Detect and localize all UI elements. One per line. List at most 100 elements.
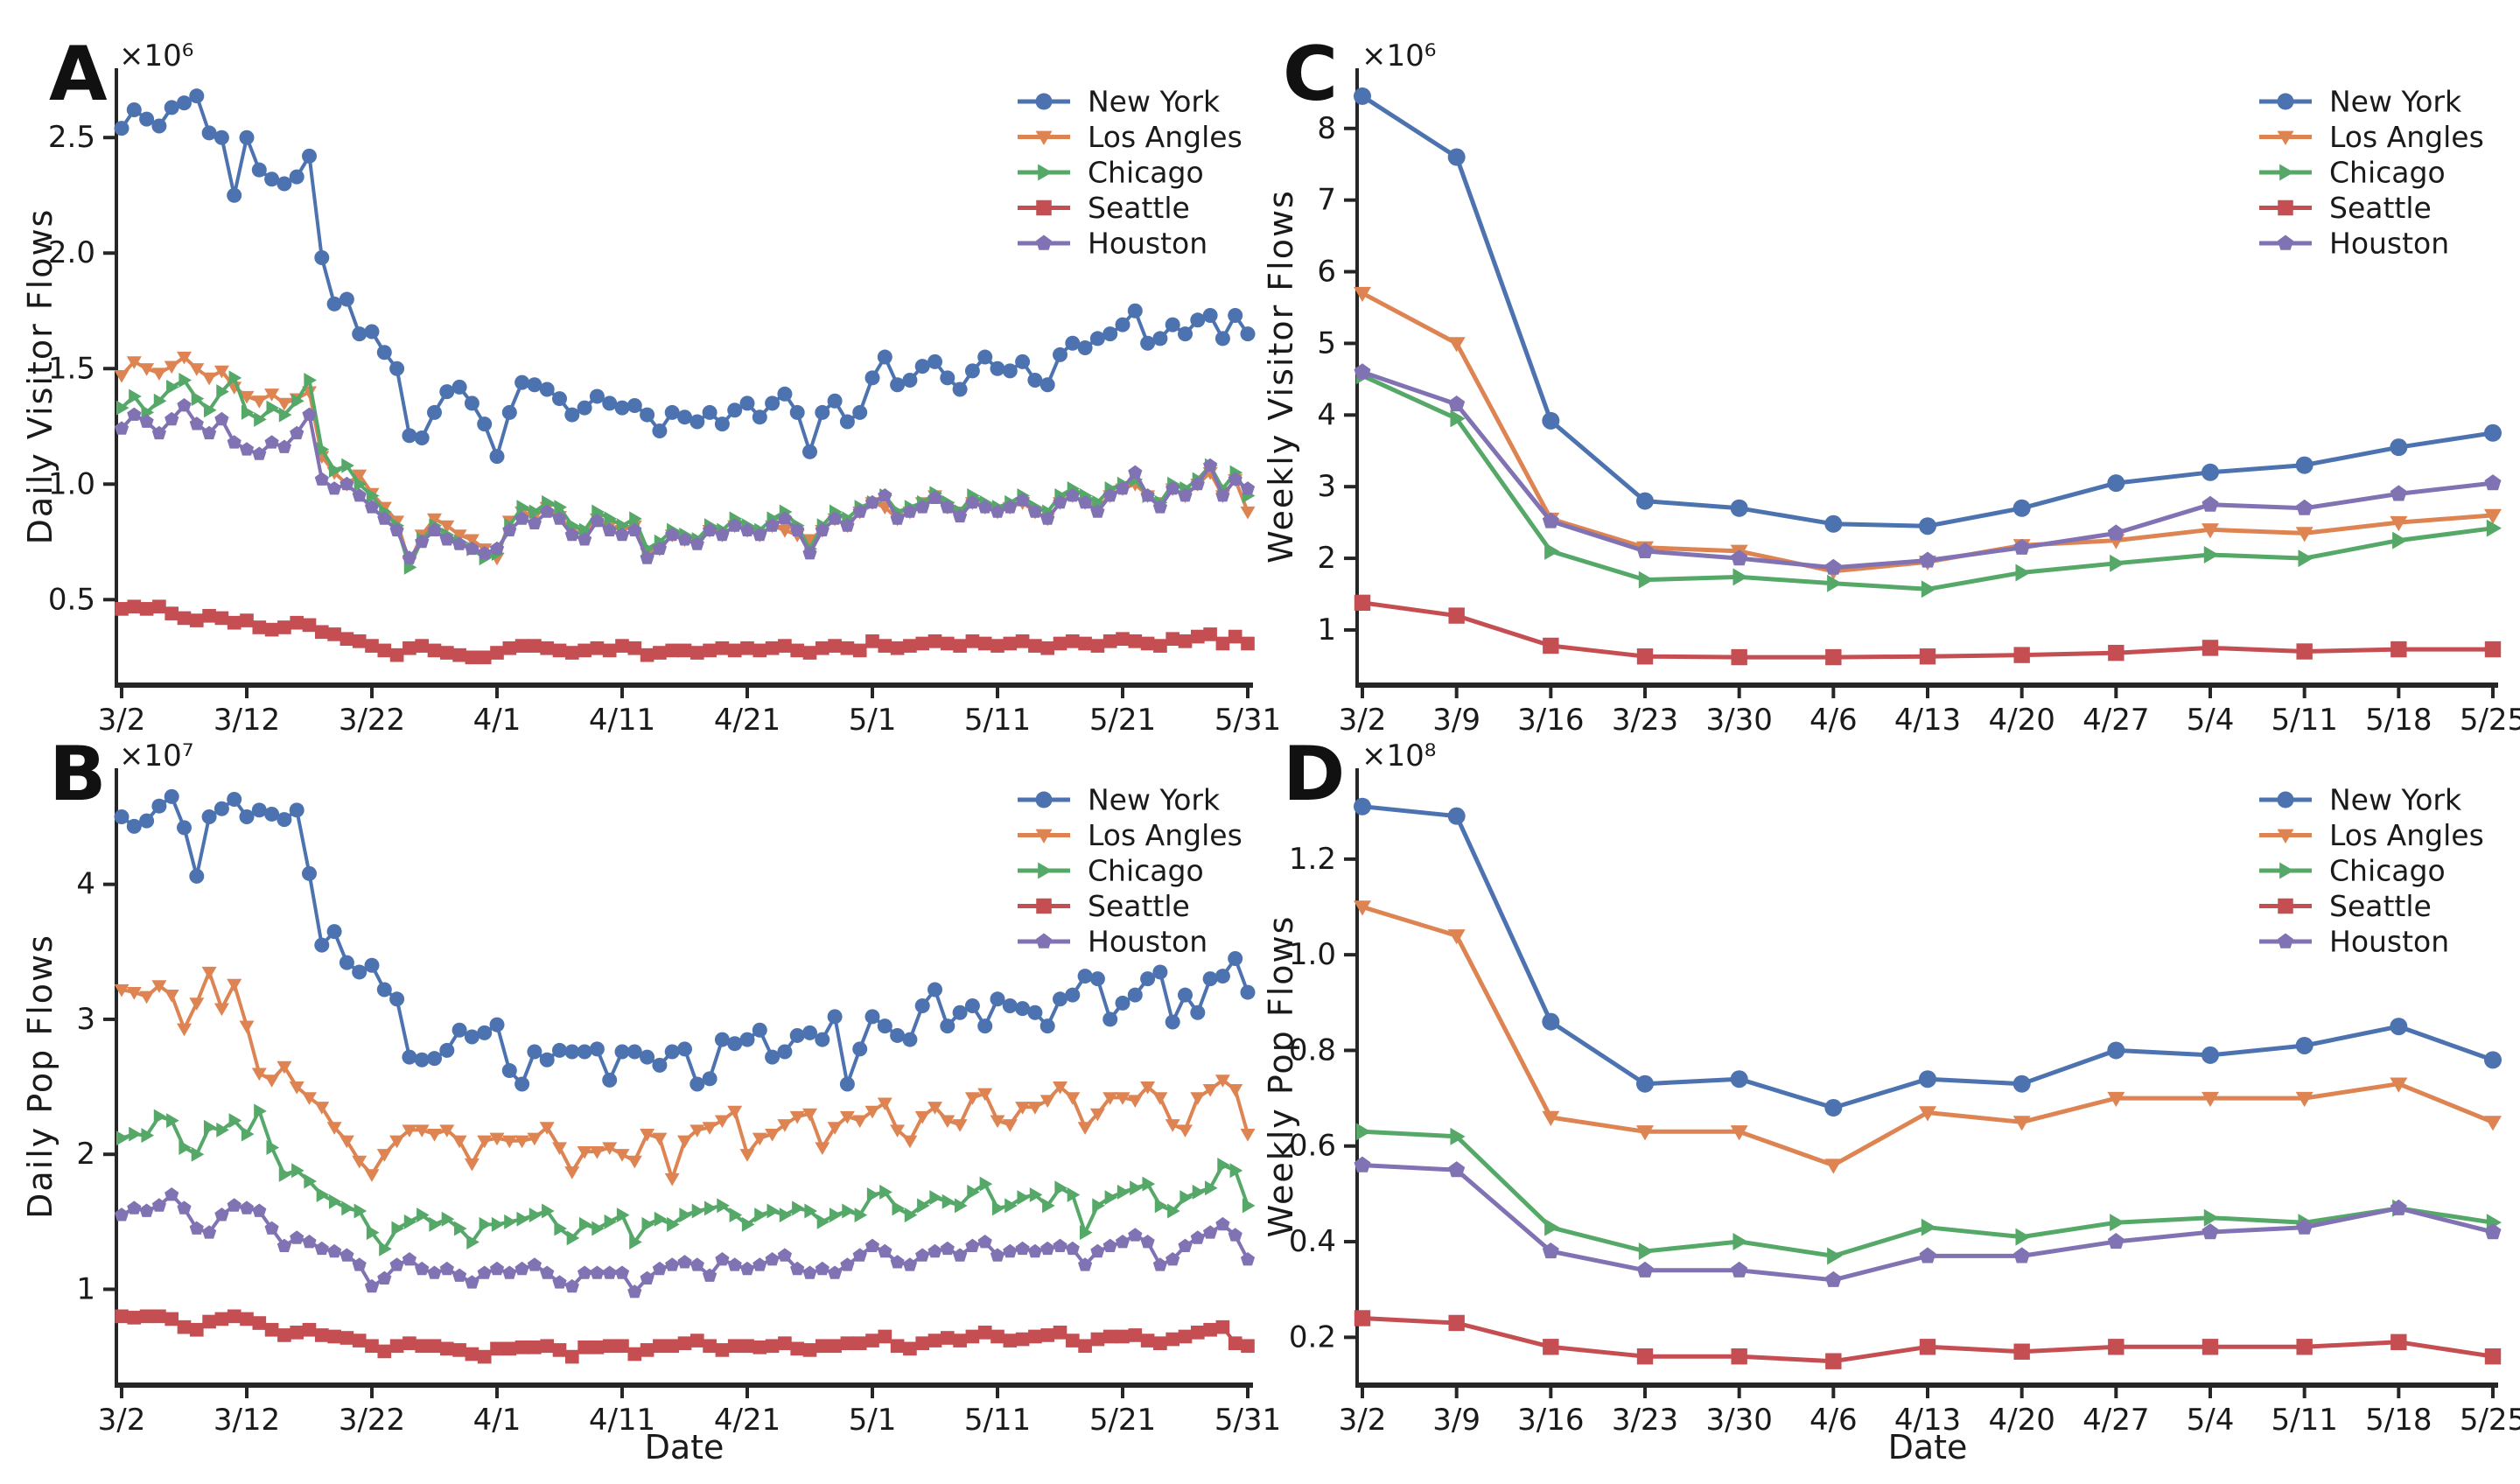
pentagon-icon <box>1036 234 1052 250</box>
pentagon-marker <box>239 442 255 456</box>
triangle-right-marker <box>1638 570 1654 589</box>
triangle-down-marker <box>352 1155 368 1169</box>
pentagon-marker <box>765 518 780 532</box>
square-marker <box>778 1336 792 1350</box>
circle-marker <box>577 1044 592 1060</box>
square-marker <box>653 1339 667 1354</box>
y-tick-label: 1.5 <box>48 351 95 386</box>
circle-marker <box>139 813 155 829</box>
pentagon-marker <box>965 1238 980 1252</box>
triangle-down-marker <box>664 1172 680 1186</box>
triangle-right-marker <box>178 1139 192 1155</box>
circle-marker <box>2390 438 2408 457</box>
pentagon-marker <box>1228 1228 1242 1242</box>
square-marker <box>990 639 1004 653</box>
pentagon-marker <box>477 546 492 560</box>
legend-label-chicago: Chicago <box>1088 854 1204 888</box>
circle-marker <box>352 964 368 980</box>
square-marker <box>1040 1328 1055 1342</box>
triangle-right-marker <box>679 1208 692 1223</box>
series-markers-los-angles <box>1354 900 2502 1174</box>
pentagon-marker <box>1215 488 1230 502</box>
triangle-right-marker <box>1242 1198 1256 1214</box>
circle-marker <box>1165 1014 1180 1030</box>
square-marker <box>139 1309 154 1324</box>
pentagon-marker <box>452 536 467 550</box>
circle-marker <box>251 802 267 818</box>
triangle-right-marker <box>954 1198 968 1214</box>
triangle-right-marker <box>516 1211 530 1227</box>
triangle-right-marker <box>1544 1218 1560 1236</box>
square-marker <box>152 1309 166 1324</box>
pentagon-marker <box>552 1275 567 1289</box>
square-icon <box>1036 898 1052 914</box>
panel-d: 0.2 0.4 0.6 0.8 1.0 1.2 3/2 3/9 3/16 3/23 3/30 4/6 4… <box>1289 768 2520 1438</box>
circle-marker <box>890 377 906 393</box>
triangle-right-marker <box>1192 1184 1206 1200</box>
x-tick-label: 5/31 <box>1214 1403 1281 1438</box>
pentagon-marker <box>1919 1247 1936 1264</box>
x-tick-label: 3/30 <box>1705 703 1772 738</box>
pentagon-marker <box>739 522 755 536</box>
triangle-down-marker <box>2202 523 2219 539</box>
circle-marker <box>777 1044 793 1060</box>
circle-marker <box>251 162 267 178</box>
triangle-right-marker <box>316 442 330 458</box>
circle-marker <box>114 809 130 825</box>
triangle-down-marker <box>1165 1119 1180 1132</box>
circle-marker <box>402 1049 417 1065</box>
circle-marker <box>1077 340 1093 355</box>
pentagon-marker <box>1003 500 1018 514</box>
series-line-new-york <box>1361 94 2494 528</box>
triangle-down-marker <box>452 529 467 542</box>
circle-marker <box>1228 951 1243 967</box>
triangle-right-marker <box>967 1184 980 1200</box>
circle-marker <box>151 798 167 814</box>
circle-marker <box>564 407 580 423</box>
square-marker <box>465 1347 480 1362</box>
circle-marker <box>852 1041 868 1057</box>
square-marker <box>665 1339 680 1354</box>
triangle-right-marker <box>266 400 280 416</box>
square-marker <box>327 627 341 641</box>
triangle-down-marker <box>239 1020 255 1034</box>
pentagon-marker <box>214 1208 229 1222</box>
pentagon-marker <box>364 1278 380 1293</box>
circle-marker <box>1190 312 1206 328</box>
circle-marker <box>902 372 918 388</box>
triangle-down-marker <box>214 1003 229 1017</box>
triangle-down-marker <box>789 1110 805 1124</box>
circle-marker <box>552 1042 567 1058</box>
series-markers-chicago <box>116 1103 1256 1256</box>
series-line-new-york <box>1362 804 2494 1110</box>
square-marker <box>139 602 154 616</box>
circle-marker <box>877 1018 892 1034</box>
pentagon-marker <box>477 1265 492 1279</box>
triangle-down-marker <box>827 1122 843 1135</box>
pentagon-marker <box>1027 1243 1042 1258</box>
square-marker <box>1354 594 1371 612</box>
pentagon-marker <box>1542 512 1559 528</box>
legend-label-los-angles: Los Angles <box>2329 120 2484 154</box>
triangle-down-marker <box>777 1119 793 1132</box>
y-tick-label: 1 <box>1317 612 1336 648</box>
x-axis-label-d: Date <box>1887 1428 1968 1466</box>
x-axis-label-b: Date <box>644 1428 724 1466</box>
triangle-down-marker <box>264 1074 280 1088</box>
circle-marker <box>1053 346 1068 362</box>
pentagon-marker <box>1115 1235 1130 1249</box>
triangle-right-marker <box>341 458 354 473</box>
circle-marker <box>489 449 505 465</box>
triangle-down-marker <box>2295 527 2314 542</box>
pentagon-marker <box>864 494 880 509</box>
square-marker <box>1116 1329 1130 1344</box>
square-marker <box>452 1343 466 1357</box>
pentagon-marker <box>840 518 855 532</box>
triangle-down-marker <box>1354 286 1371 303</box>
circle-marker <box>164 100 179 116</box>
legend-label-houston: Houston <box>2329 925 2449 959</box>
circle-marker <box>2107 474 2125 493</box>
square-marker <box>990 1329 1004 1344</box>
pentagon-marker <box>314 472 329 486</box>
circle-marker <box>1919 517 1936 536</box>
